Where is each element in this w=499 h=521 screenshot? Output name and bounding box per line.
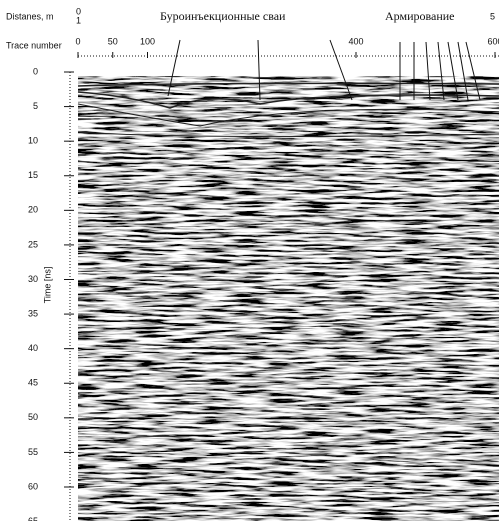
y-tick-label: 55 [28,447,38,457]
y-tick-label: 45 [28,378,38,388]
y-tick-label: 20 [28,205,38,215]
y-tick-label: 30 [28,274,38,284]
radargram [78,76,499,521]
y-tick-label: 10 [28,136,38,146]
distance-tick: 5 [490,11,495,21]
y-axis-label: Time [ns] [42,267,52,304]
distance-label: Distanes, m [6,11,54,21]
y-tick-label: 25 [28,239,38,249]
reflection-layers [77,82,499,138]
y-tick-label: 60 [28,481,38,491]
annotation: Армирование [385,9,455,23]
distance-tick: 0 [76,6,81,16]
y-tick-label: 50 [28,412,38,422]
x-tick-label: 100 [140,36,155,46]
distance-tick: 1 [76,15,81,25]
y-tick-label: 15 [28,170,38,180]
y-tick-label: 0 [33,66,38,76]
y-tick-label: 40 [28,343,38,353]
y-tick-label: 35 [28,308,38,318]
x-tick-label: 0 [75,36,80,46]
annotation: Буроинъекционные сваи [160,9,286,23]
trace-label: Trace number [6,40,62,50]
y-tick-label: 65 [28,516,38,521]
x-tick-label: 50 [108,36,118,46]
x-tick-label: 600 [487,36,499,46]
x-tick-label: 400 [348,36,363,46]
annotation-leaders [167,39,481,101]
y-tick-label: 5 [33,101,38,111]
